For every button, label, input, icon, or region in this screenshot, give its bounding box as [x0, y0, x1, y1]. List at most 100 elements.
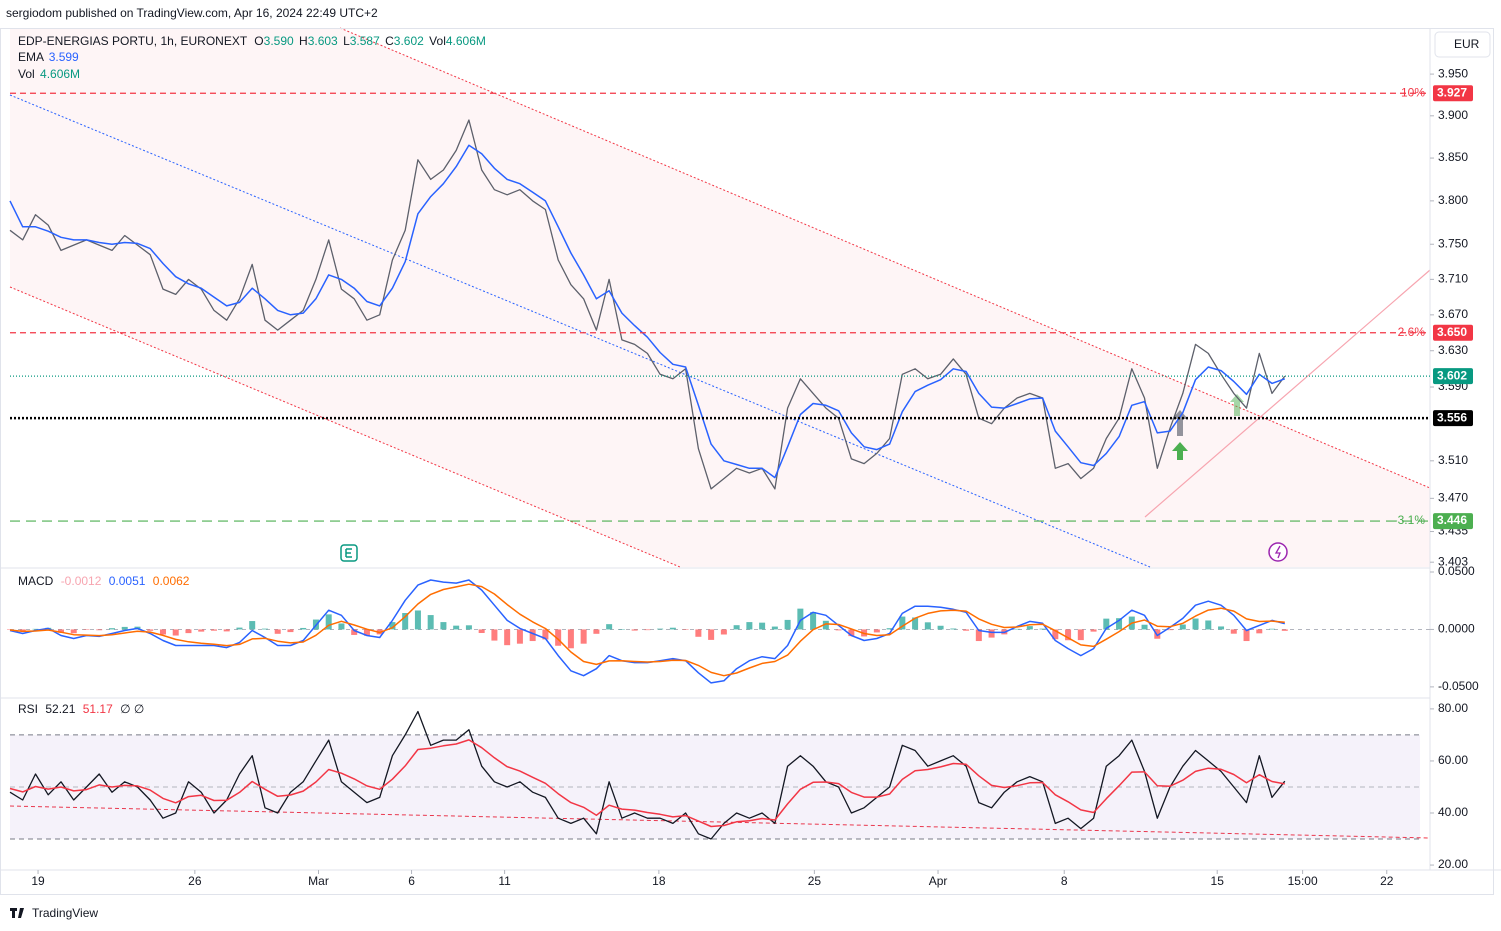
histogram-bar [300, 627, 307, 630]
histogram-bar [644, 629, 651, 631]
histogram-bar [338, 623, 345, 630]
legend-label: MACD [18, 574, 54, 588]
histogram-bar [108, 628, 115, 630]
histogram-bar [746, 622, 753, 630]
channel-fill [10, 28, 1430, 567]
histogram-bar [1269, 628, 1276, 630]
legend-value: 0.0062 [153, 574, 190, 588]
histogram-bar [32, 628, 39, 630]
legend-value: 0.0051 [109, 574, 146, 588]
price-badge-label: 3.446 [1437, 513, 1467, 527]
histogram-bar [402, 613, 409, 630]
y-tick-label: 0.0500 [1438, 564, 1475, 578]
histogram-bar [529, 629, 536, 642]
y-tick-label: 80.00 [1438, 701, 1468, 715]
histogram-bar [389, 622, 396, 630]
ohlc-label: L [343, 34, 350, 48]
y-tick-label: 3.900 [1438, 108, 1468, 122]
histogram-bar [1230, 629, 1237, 634]
histogram-bar [96, 629, 103, 631]
histogram-bar [427, 615, 434, 630]
buy-arrow [1172, 442, 1188, 460]
y-tick-label: 3.710 [1438, 272, 1468, 286]
y-tick-label: 3.800 [1438, 193, 1468, 207]
level-percent: 2.6% [1398, 325, 1426, 339]
footer-brand: TradingView [32, 906, 98, 920]
price-badge [1433, 85, 1473, 102]
channel-lower [9, 286, 681, 568]
histogram-bar [185, 629, 192, 634]
histogram-bar [351, 629, 358, 635]
y-tick-label: 3.670 [1438, 307, 1468, 321]
support-line [1144, 269, 1431, 518]
histogram-bar [657, 628, 664, 630]
histogram-bar [325, 614, 332, 630]
histogram-bar [491, 629, 498, 641]
ohlc-value: 3.602 [394, 34, 424, 48]
histogram-bar [1065, 629, 1072, 641]
histogram-bar [1179, 624, 1186, 630]
histogram-bar [223, 629, 230, 632]
x-tick-label: 8 [1061, 874, 1068, 888]
x-tick-label: Mar [308, 874, 329, 888]
symbol-title: EDP-ENERGIAS PORTU, 1h, EURONEXT [18, 34, 248, 48]
histogram-bar [1192, 618, 1199, 630]
ohlc-value: 3.590 [264, 34, 294, 48]
currency-label: EUR [1454, 37, 1480, 51]
histogram-bar [249, 621, 256, 630]
histogram-bar [593, 629, 600, 634]
histogram-bar [1103, 618, 1110, 630]
x-tick-label: Apr [929, 874, 948, 888]
histogram-bar [287, 629, 294, 633]
histogram-bar [810, 612, 817, 630]
histogram-bar [899, 616, 906, 630]
trend-line [9, 94, 1151, 568]
histogram-bar [70, 629, 77, 634]
histogram-bar [695, 629, 702, 637]
histogram-bar [83, 629, 90, 630]
x-tick-label: 15:00 [1288, 874, 1318, 888]
histogram-bar [784, 619, 791, 630]
histogram-bar [274, 629, 281, 634]
event-marker[interactable] [1268, 542, 1288, 562]
price-badge [1433, 410, 1473, 427]
histogram-bar [771, 626, 778, 630]
ohlc-value: 3.603 [308, 34, 338, 48]
x-tick-label: 11 [498, 874, 511, 888]
y-tick-label: 3.510 [1438, 453, 1468, 467]
histogram-bar [236, 627, 243, 630]
histogram-bar [580, 629, 587, 644]
arrow-marker [1172, 410, 1188, 436]
macd-legend: MACD -0.0012 0.0051 0.0062 [18, 574, 190, 588]
plot-area: 3.950 3.900 3.850 3.800 3.750 3.710 3.670 3.630… [7, 66, 1479, 888]
level-percent: 10% [1401, 85, 1425, 99]
histogram-bar [720, 629, 727, 635]
histogram-bar [733, 625, 740, 630]
currency-button[interactable] [1434, 31, 1491, 58]
histogram-bar [975, 629, 982, 642]
histogram-bar [516, 629, 523, 644]
frame [0, 28, 1494, 895]
histogram-bar [669, 627, 676, 630]
earnings-icon [345, 548, 352, 558]
legend-value: 3.599 [49, 50, 79, 64]
x-tick-label: 25 [808, 874, 822, 888]
histogram-bar [198, 629, 205, 632]
ohlc-label: C [385, 34, 394, 48]
histogram-bar [363, 629, 370, 636]
ohlc-label: O [254, 34, 263, 48]
histogram-bar [848, 629, 855, 637]
y-tick-label: 20.00 [1438, 857, 1468, 871]
channel-upper [339, 27, 1431, 489]
indicator-line [9, 583, 1285, 677]
histogram-bar [1256, 629, 1263, 634]
histogram-bar [1205, 620, 1212, 630]
histogram-bar [822, 620, 829, 630]
y-tick-label: 60.00 [1438, 753, 1468, 767]
histogram-bar [261, 628, 268, 630]
histogram-bar [440, 622, 447, 630]
histogram-bar [950, 628, 957, 630]
histogram-bar [57, 629, 64, 633]
price-badge-label: 3.650 [1437, 325, 1467, 339]
